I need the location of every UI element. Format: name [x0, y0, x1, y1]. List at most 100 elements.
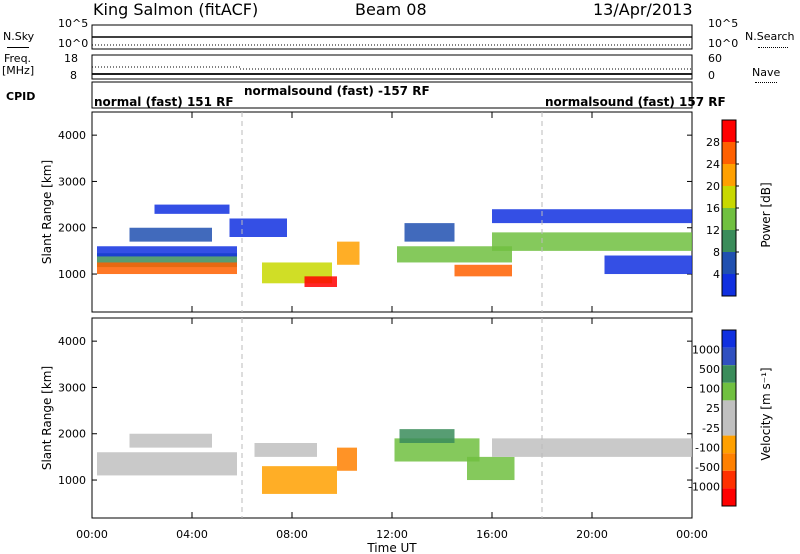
colorbar-segment — [722, 186, 736, 208]
nsky-line-marker — [7, 47, 29, 48]
y-tick-label: 4000 — [58, 129, 86, 142]
freq-label: Freq. — [4, 52, 32, 65]
echo-region — [262, 466, 337, 494]
nave-label: Nave — [752, 66, 781, 79]
echo-region — [399, 429, 455, 443]
nsky-tick-top: 10^5 — [58, 17, 89, 30]
cpid-strip-frame — [91, 81, 693, 109]
velocity-colorbar: 1000 500 100 25 -25 -100 -500 -1000 — [688, 329, 737, 507]
power-colorbar-label: Power [dB] — [759, 182, 773, 247]
echo-region — [337, 447, 357, 471]
colorbar-tick-label: -100 — [695, 441, 720, 454]
x-tick-label: 04:00 — [176, 528, 208, 541]
colorbar-frame — [721, 329, 737, 507]
colorbar-segment — [722, 347, 736, 366]
x-tick-label: 20:00 — [576, 528, 608, 541]
colorbar-segment — [722, 470, 736, 489]
echo-region — [97, 246, 237, 257]
nsky-label: N.Sky — [3, 30, 35, 43]
nsky-tick-bottom: 10^0 — [58, 37, 89, 50]
echo-region — [97, 452, 237, 476]
nsearch-label: N.Search — [745, 30, 795, 43]
freq-tick-top: 18 — [64, 52, 78, 65]
date-label: 13/Apr/2013 — [593, 0, 693, 19]
cpid-label: CPID — [6, 90, 36, 103]
colorbar-tick-label: 16 — [706, 202, 720, 215]
colorbar-segment — [722, 382, 736, 401]
colorbar-segment — [722, 418, 736, 436]
colorbar-tick-label: 20 — [706, 180, 720, 193]
colorbar-segment — [722, 453, 736, 471]
x-tick-labels: 00:00 04:00 08:00 12:00 16:00 20:00 00:00 — [76, 528, 708, 541]
colorbar-segment — [722, 488, 736, 506]
nave-tick-top: 60 — [708, 52, 722, 65]
power-data — [97, 204, 692, 287]
power-ylabel: Slant Range [km] — [40, 160, 54, 264]
velocity-data — [97, 429, 692, 494]
colorbar-segment — [722, 164, 736, 186]
colorbar-segment — [722, 400, 736, 418]
upper-strips — [91, 24, 693, 109]
x-tick-label: 00:00 — [676, 528, 708, 541]
nave-tick-bottom: 0 — [708, 69, 715, 82]
power-panel: 1000 2000 3000 4000 Slant Range [km] — [40, 111, 693, 313]
echo-region — [337, 241, 360, 265]
nave-line-marker — [755, 82, 777, 83]
colorbar-tick-label: 500 — [699, 363, 720, 376]
echo-region — [129, 433, 212, 448]
echo-region — [467, 456, 515, 481]
cpid-mode-label-2: normalsound (fast) -157 RF — [244, 84, 430, 98]
x-tick-label: 12:00 — [376, 528, 408, 541]
y-tick-label: 3000 — [58, 175, 86, 188]
echo-region — [404, 223, 455, 242]
power-colorbar: 4 8 12 16 20 24 28 — [706, 119, 739, 297]
velocity-colorbar-label: Velocity [m s⁻¹] — [759, 367, 773, 460]
echo-region — [304, 276, 337, 287]
x-tick-label: 16:00 — [476, 528, 508, 541]
power-y-ticks: 1000 2000 3000 4000 — [58, 129, 692, 281]
echo-region — [129, 227, 212, 242]
y-tick-label: 4000 — [58, 335, 86, 348]
colorbar-segment — [722, 274, 736, 296]
echo-region — [254, 443, 317, 457]
x-tick-label: 08:00 — [276, 528, 308, 541]
colorbar-tick-label: 4 — [713, 268, 720, 281]
y-tick-label: 2000 — [58, 428, 86, 441]
nsearch-tick-top: 10^5 — [708, 17, 739, 30]
colorbar-tick-label: -25 — [702, 422, 720, 435]
colorbar-tick-label: 8 — [713, 246, 720, 259]
velocity-panel-frame — [91, 317, 693, 519]
colorbar-tick-label: -500 — [695, 461, 720, 474]
colorbar-tick-label: 24 — [706, 158, 720, 171]
x-axis-label: Time UT — [366, 541, 417, 554]
nsearch-line-marker — [758, 47, 788, 48]
colorbar-segment — [722, 120, 736, 142]
colorbar-tick-label: 100 — [699, 383, 720, 396]
colorbar-segment — [722, 208, 736, 230]
echo-region — [394, 438, 480, 462]
echo-region — [492, 232, 692, 251]
echo-region — [229, 218, 287, 237]
velocity-ylabel: Slant Range [km] — [40, 366, 54, 470]
chart-title: King Salmon (fitACF) — [93, 0, 259, 19]
colorbar-segment — [722, 252, 736, 274]
colorbar-segment — [722, 435, 736, 454]
echo-region — [492, 209, 692, 224]
nsearch-tick-bottom: 10^0 — [708, 37, 739, 50]
x-tick-label: 00:00 — [76, 528, 108, 541]
velocity-x-ticks — [91, 318, 693, 518]
colorbar-tick-label: -1000 — [688, 480, 720, 493]
cpid-mode-label-1: normal (fast) 151 RF — [94, 95, 234, 109]
cpid-mode-label-3: normalsound (fast) 157 RF — [545, 95, 726, 109]
y-tick-label: 3000 — [58, 381, 86, 394]
echo-region — [492, 438, 692, 457]
colorbar-segment — [722, 365, 736, 383]
y-tick-label: 1000 — [58, 268, 86, 281]
beam-label: Beam 08 — [355, 0, 427, 19]
colorbar-tick-label: 1000 — [692, 344, 720, 357]
y-tick-label: 2000 — [58, 222, 86, 235]
echo-region — [454, 264, 512, 277]
colorbar-tick-label: 12 — [706, 224, 720, 237]
colorbar-segment — [722, 330, 736, 348]
